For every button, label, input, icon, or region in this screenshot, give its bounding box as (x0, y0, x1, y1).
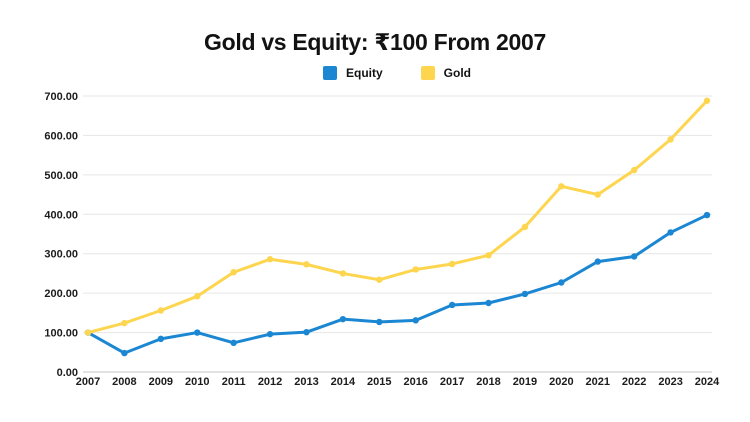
equity-point-2014 (339, 315, 347, 323)
y-tick-label: 200.00 (44, 288, 78, 300)
x-tick-label: 2009 (149, 376, 173, 388)
legend-item-gold: Gold (420, 66, 471, 80)
legend-label-equity: Equity (346, 66, 383, 80)
x-tick-label: 2024 (695, 376, 720, 388)
x-tick-label: 2023 (658, 376, 682, 388)
equity-point-2012 (266, 330, 274, 338)
equity-point-2023 (667, 229, 674, 236)
y-tick-label: 0.00 (57, 367, 78, 379)
gold-point-2016 (412, 266, 419, 273)
gold-line (86, 99, 709, 335)
equity-point-2024 (703, 211, 711, 219)
gold-point-2007 (84, 329, 92, 336)
equity-point-2016 (412, 317, 419, 324)
x-tick-label: 2021 (586, 376, 610, 388)
equity-point-2008 (121, 349, 128, 357)
gold-point-2012 (266, 256, 274, 263)
y-tick-label: 400.00 (44, 209, 78, 221)
gold-point-2008 (121, 319, 128, 327)
equity-point-2010 (194, 329, 201, 336)
equity-point-2021 (594, 258, 601, 265)
gold-point-2009 (157, 307, 165, 314)
gold-point-2023 (667, 136, 674, 143)
x-tick-label: 2019 (513, 376, 537, 388)
gold-point-2011 (230, 269, 237, 276)
x-tick-label: 2015 (367, 376, 391, 388)
gold-point-2013 (303, 261, 310, 268)
y-tick-label: 500.00 (44, 170, 78, 182)
legend-label-gold: Gold (443, 66, 471, 80)
equity-line (86, 213, 709, 355)
x-tick-label: 2013 (294, 376, 318, 388)
equity-point-2022 (630, 253, 638, 260)
equity-point-2020 (558, 279, 565, 286)
x-tick-label: 2017 (440, 376, 464, 388)
gold-point-2018 (485, 252, 492, 259)
y-tick-label: 700.00 (44, 91, 78, 103)
chart-title: Gold vs Equity: ₹100 From 2007 (204, 29, 546, 55)
equity-point-2013 (303, 328, 310, 336)
gold-point-2019 (521, 223, 529, 231)
x-tick-label: 2020 (549, 376, 573, 388)
equity-point-2015 (376, 318, 383, 326)
x-tick-label: 2008 (112, 376, 136, 388)
gold-point-2017 (448, 260, 456, 268)
gold-swatch-icon (420, 66, 435, 80)
gold-point-2014 (339, 270, 347, 277)
x-tick-label: 2010 (185, 376, 209, 388)
gold-point-2021 (594, 191, 601, 198)
equity-point-2019 (521, 290, 529, 298)
x-tick-label: 2011 (222, 376, 246, 388)
equity-swatch-icon (323, 66, 337, 80)
gold-point-2020 (558, 183, 565, 190)
x-tick-label: 2022 (622, 376, 646, 388)
equity-point-2017 (448, 301, 456, 309)
equity-point-2011 (230, 339, 237, 347)
equity-point-2018 (485, 299, 492, 307)
y-tick-label: 600.00 (44, 130, 78, 142)
legend-item-equity: Equity (323, 66, 383, 80)
y-tick-label: 300.00 (44, 249, 78, 261)
chart-legend: Equity Gold (22, 66, 750, 80)
equity-point-2009 (157, 335, 165, 343)
gold-point-2010 (194, 293, 201, 300)
x-tick-label: 2018 (476, 376, 500, 388)
y-tick-label: 100.00 (44, 328, 78, 340)
gold-point-2024 (703, 97, 711, 104)
x-tick-label: 2012 (258, 376, 282, 388)
gold-point-2015 (376, 276, 383, 283)
x-tick-label: 2007 (76, 376, 100, 388)
gold-point-2022 (630, 166, 638, 174)
x-tick-label: 2016 (403, 376, 427, 388)
x-tick-label: 2014 (331, 376, 356, 388)
